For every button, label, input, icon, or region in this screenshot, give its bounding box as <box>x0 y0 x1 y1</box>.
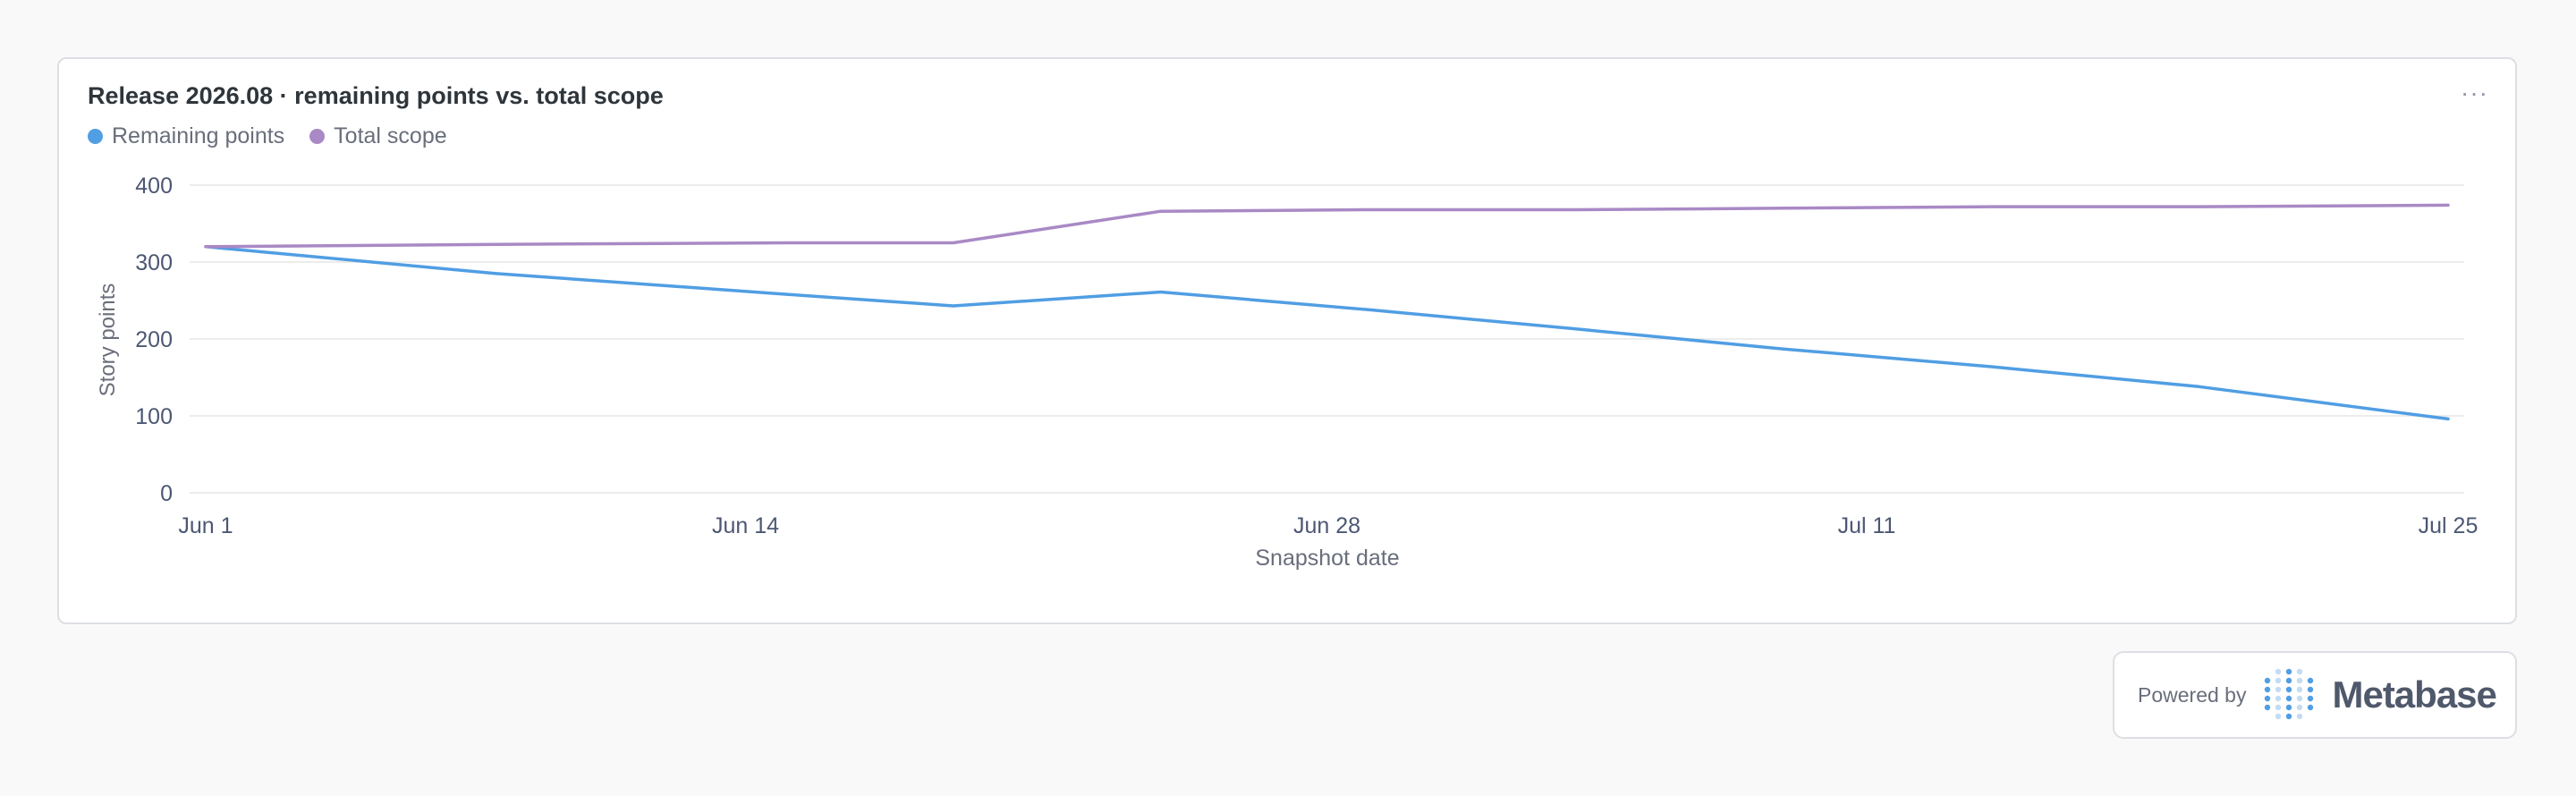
series-line-remaining-points <box>204 245 2450 421</box>
x-axis-label: Snapshot date <box>1255 546 1399 571</box>
data-point-total-scope <box>1781 206 1786 211</box>
series-line-total-scope <box>204 203 2450 249</box>
more-options-icon[interactable]: ··· <box>2461 79 2488 106</box>
x-tick-label: Jun 14 <box>712 513 779 538</box>
data-point-total-scope <box>1158 208 1164 214</box>
legend-dot-remaining <box>88 129 103 144</box>
legend-dot-scope <box>309 129 326 144</box>
data-point-remaining-points <box>1158 290 1164 295</box>
chart-card: Release 2026.08 · remaining points vs. t… <box>57 57 2517 624</box>
powered-by-badge[interactable]: Powered by Metabase <box>2113 651 2517 739</box>
y-tick-label: 400 <box>135 174 173 199</box>
data-point-total-scope <box>1988 204 1994 209</box>
legend-item-scope[interactable]: Total scope <box>309 123 447 149</box>
data-point-total-scope <box>2196 204 2201 209</box>
data-point-remaining-points <box>784 292 790 297</box>
y-axis-label: Story points <box>96 284 120 397</box>
legend-item-remaining[interactable]: Remaining points <box>88 123 284 149</box>
chart-legend: Remaining points Total scope <box>88 123 447 149</box>
chart-title: Release 2026.08 · remaining points vs. t… <box>88 82 664 109</box>
data-point-remaining-points <box>2445 416 2451 421</box>
data-point-remaining-points <box>951 303 956 309</box>
x-tick-label: Jun 28 <box>1293 513 1360 538</box>
x-tick-label: Jul 11 <box>1838 513 1896 538</box>
data-point-total-scope <box>784 241 790 246</box>
y-tick-label: 0 <box>160 481 173 506</box>
x-tick-label: Jun 1 <box>178 513 233 538</box>
data-point-remaining-points <box>1988 364 1994 369</box>
data-point-total-scope <box>951 241 956 246</box>
powered-by-label: Powered by <box>2138 682 2247 707</box>
metabase-brand-name: Metabase <box>2332 673 2496 716</box>
legend-label-scope: Total scope <box>334 123 447 148</box>
data-point-remaining-points <box>1366 307 1371 312</box>
data-point-remaining-points <box>1781 346 1786 351</box>
data-point-remaining-points <box>1573 326 1579 332</box>
legend-label-remaining: Remaining points <box>112 123 285 148</box>
metabase-logo-icon <box>2265 668 2314 720</box>
data-point-total-scope <box>494 241 499 247</box>
data-point-total-scope <box>2445 202 2451 207</box>
data-point-remaining-points <box>2196 384 2201 389</box>
data-point-total-scope <box>1366 207 1371 213</box>
y-tick-label: 200 <box>135 327 173 352</box>
data-point-total-scope <box>203 244 208 250</box>
y-tick-label: 300 <box>135 250 173 275</box>
y-tick-label: 100 <box>135 404 173 429</box>
data-point-total-scope <box>1573 207 1579 213</box>
data-point-remaining-points <box>494 271 499 276</box>
x-tick-label: Jul 25 <box>2419 513 2479 538</box>
